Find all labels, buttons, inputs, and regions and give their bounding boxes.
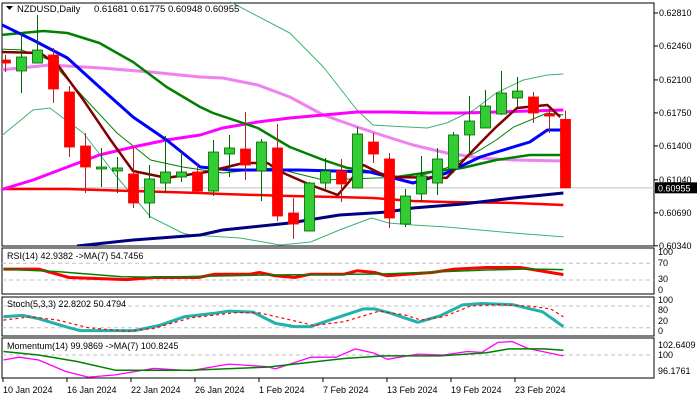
momentum-panel [1, 337, 655, 379]
candle-down [544, 113, 555, 117]
price-tick-label: 0.60340 [659, 241, 692, 251]
moving-average-line [2, 50, 562, 197]
candle-down [528, 96, 539, 114]
candle-up [400, 195, 411, 225]
price-tick-label: 0.61040 [659, 175, 692, 185]
indicator-line [3, 348, 564, 371]
moving-average-line [2, 107, 564, 246]
price-tick-label: 0.61400 [659, 141, 692, 151]
candle-down [64, 91, 75, 148]
candle-up [464, 120, 475, 136]
candle-up [320, 170, 331, 184]
indicator-tick-label: 100 [658, 350, 673, 360]
momentum-label: Momentum(14) 99.9869 ->MA(7) 100.8245 [7, 341, 178, 351]
indicator-tick-label: 0 [658, 326, 663, 336]
candle-up [496, 92, 507, 115]
indicator-tick-label: 100 [658, 247, 673, 257]
candle-up [512, 90, 523, 99]
date-tick-label: 13 Feb 2024 [387, 385, 438, 395]
date-tick-label: 23 Feb 2024 [515, 385, 566, 395]
date-tick-label: 26 Jan 2024 [195, 385, 245, 395]
date-tick-label: 10 Jan 2024 [3, 385, 53, 395]
indicator-line [3, 340, 564, 378]
candle-up [256, 141, 267, 172]
date-tick-label: 7 Feb 2024 [323, 385, 369, 395]
indicator-tick-label: 96.1761 [658, 366, 691, 376]
candle-up [176, 171, 187, 178]
candle-up [32, 49, 43, 64]
ohlc-readout: 0.61681 0.61775 0.60948 0.60955 [94, 4, 239, 15]
candle-down [336, 170, 347, 185]
current-price-box [655, 182, 697, 194]
price-tick-label: 0.60690 [659, 208, 692, 218]
chart-header: NZDUSD,Daily 0.61681 0.61775 0.60948 0.6… [6, 4, 239, 15]
indicator-tick-label: 30 [658, 274, 668, 284]
candle-down [272, 147, 283, 217]
indicator-tick-label: 0 [658, 285, 663, 295]
price-tick-label: 0.62460 [659, 41, 692, 51]
candle-up [432, 158, 443, 184]
date-tick-label: 22 Jan 2024 [131, 385, 181, 395]
price-tick-label: 0.61750 [659, 108, 692, 118]
triangle-down-icon[interactable] [6, 6, 13, 10]
stoch-plot [2, 302, 654, 333]
indicator-tick-label: 70 [658, 258, 668, 268]
current-price-label: 0.60955 [658, 183, 691, 193]
candle-down [240, 148, 251, 166]
candle-up [448, 134, 459, 170]
price-tick-label: 0.62810 [659, 8, 692, 18]
candle-down [368, 141, 379, 155]
candle-up [144, 178, 155, 204]
indicator-tick-label: 80 [658, 305, 668, 315]
candle-up [224, 147, 235, 155]
price-tick-label: 0.62100 [659, 75, 692, 85]
candle-up [96, 166, 107, 170]
candle-down [48, 54, 59, 90]
date-tick-label: 19 Feb 2024 [451, 385, 502, 395]
stoch-label: Stoch(5,3,3) 22.8202 50.4794 [7, 299, 126, 309]
indicator-line [3, 302, 565, 333]
candle-up [352, 133, 363, 189]
moving-average-line [2, 63, 564, 163]
price-plot [2, 3, 654, 246]
candle-up [208, 151, 219, 192]
moving-average-line [76, 191, 564, 246]
momentum-plot [2, 340, 654, 378]
indicator-line [3, 268, 564, 279]
candle-up [304, 182, 315, 232]
candle-down [2, 59, 11, 64]
candle-up [16, 56, 27, 72]
candle-down [128, 173, 139, 204]
date-tick-label: 16 Jan 2024 [67, 385, 117, 395]
symbol-label: NZDUSD,Daily [17, 4, 81, 15]
rsi-label: RSI(14) 42.9382 ->MA(7) 54.7456 [7, 251, 143, 261]
indicator-tick-label: 20 [658, 316, 668, 326]
candle-up [480, 105, 491, 129]
candle-up [112, 167, 123, 172]
moving-average-line [231, 3, 564, 129]
candle-down [560, 119, 571, 189]
candle-down [384, 158, 395, 219]
rsi-plot [2, 262, 654, 282]
indicator-tick-label: 102.6409 [658, 340, 696, 350]
moving-average-line [2, 29, 564, 179]
candle-down [80, 145, 91, 168]
date-tick-label: 1 Feb 2024 [259, 385, 305, 395]
candle-up [416, 175, 427, 195]
indicator-line [3, 304, 564, 332]
candle-down [288, 212, 299, 225]
indicator-tick-label: 100 [658, 295, 673, 305]
candle-down [192, 171, 203, 192]
candle-up [160, 171, 171, 184]
